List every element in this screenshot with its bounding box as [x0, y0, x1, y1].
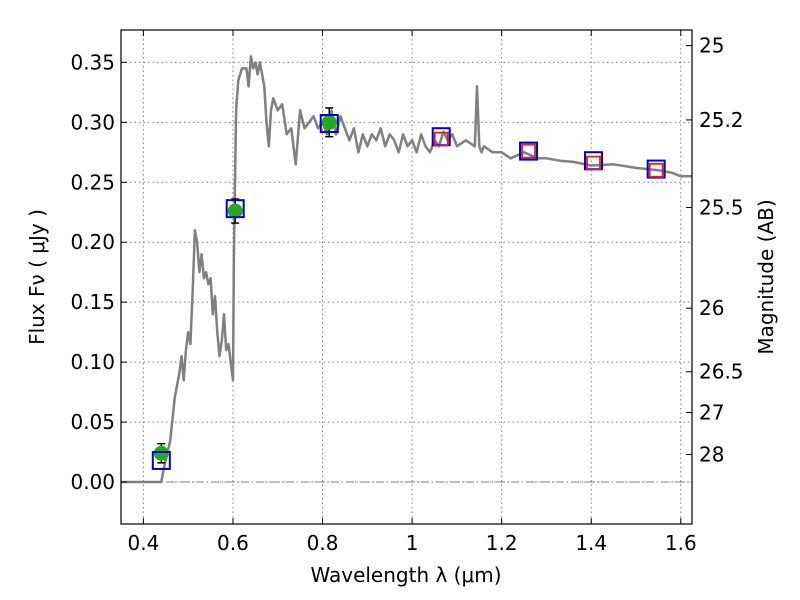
x-axis-label: Wavelength λ (μm): [310, 563, 501, 587]
model-spectrum-line: [121, 55, 692, 484]
upper-limit-square: [648, 162, 664, 178]
right-axis-label: Magnitude (AB): [754, 199, 778, 354]
x-tick-label: 0.8: [307, 531, 339, 555]
model-flux-square: [225, 199, 245, 219]
upper-limit-square: [433, 131, 449, 147]
right-axis-ticks: 25 25.2 25.5 26 26.5 27 28: [686, 34, 744, 466]
measured-point: [153, 445, 169, 461]
right-tick-label: 27: [699, 400, 724, 424]
x-tick-label: 0.6: [217, 531, 249, 555]
y-tick-label: 0.15: [70, 290, 115, 314]
model-flux-square: [151, 450, 171, 470]
y-axis-ticks: 0.00 0.05 0.10 0.15 0.20 0.25 0.30 0.35: [70, 50, 127, 494]
x-axis-ticks: 0.4 0.6 0.8 1 1.2 1.4 1.6: [127, 30, 697, 555]
y-tick-label: 0.10: [70, 350, 115, 374]
measured-point: [227, 203, 243, 219]
y-tick-label: 0.20: [70, 230, 115, 254]
x-tick-label: 1: [406, 531, 419, 555]
right-tick-label: 26: [699, 296, 724, 320]
plot-series: [121, 55, 692, 484]
y-tick-label: 0.00: [70, 470, 115, 494]
x-tick-label: 1.6: [665, 531, 697, 555]
y-tick-label: 0.05: [70, 410, 115, 434]
model-flux-square: [519, 141, 539, 161]
y-tick-label: 0.25: [70, 170, 115, 194]
x-tick-label: 1.2: [486, 531, 518, 555]
right-tick-label: 26.5: [699, 360, 744, 384]
plot-frame: [120, 29, 693, 525]
x-tick-label: 0.4: [127, 531, 159, 555]
right-tick-label: 25: [699, 34, 724, 58]
x-tick-label: 1.4: [575, 531, 607, 555]
measured-point: [321, 114, 337, 130]
y-tick-label: 0.30: [70, 110, 115, 134]
y-tick-label: 0.35: [70, 50, 115, 74]
right-tick-label: 25.5: [699, 195, 744, 219]
upper-limit-square: [586, 155, 601, 171]
right-tick-label: 25.2: [699, 108, 744, 132]
right-tick-label: 28: [699, 442, 724, 466]
model-flux-square: [319, 114, 339, 134]
upper-limit-square: [521, 143, 536, 159]
y-axis-label: Flux Fν ( μJy ): [25, 209, 49, 345]
